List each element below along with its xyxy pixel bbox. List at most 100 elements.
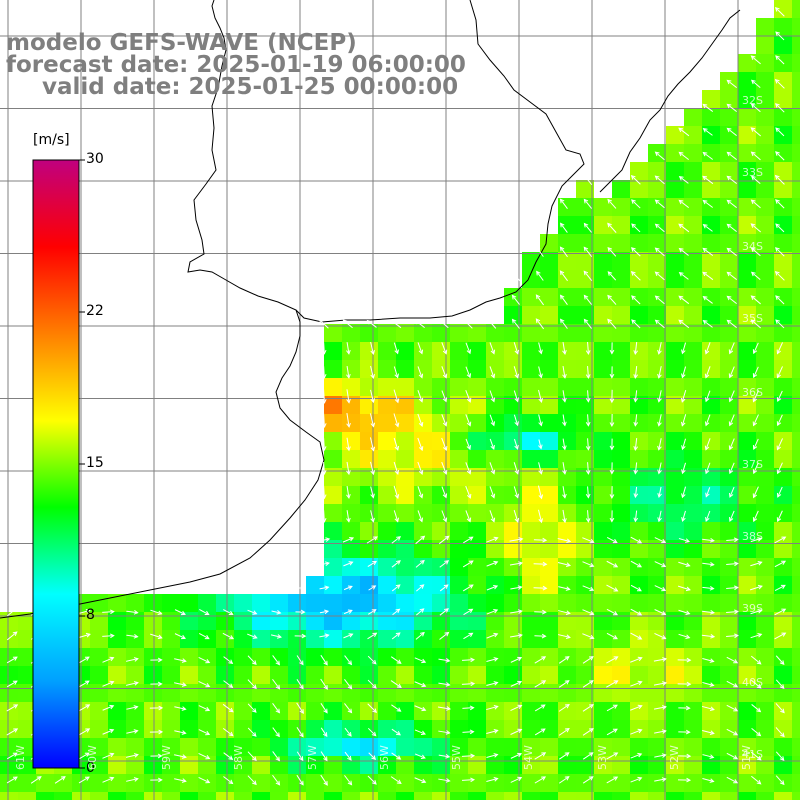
wind-vector <box>318 537 331 542</box>
wind-speed-cell <box>666 648 684 666</box>
wind-vector <box>630 776 643 783</box>
wind-vector <box>174 706 187 711</box>
wind-vector <box>752 366 759 379</box>
wind-vector <box>726 271 737 281</box>
wind-speed-cell <box>666 522 684 540</box>
wind-vector <box>680 414 687 427</box>
wind-speed-cell <box>540 756 558 774</box>
wind-speed-cell <box>648 486 666 504</box>
wind-speed-cell <box>90 684 108 702</box>
wind-vector <box>414 777 427 784</box>
wind-speed-cell <box>702 612 720 630</box>
wind-speed-cell <box>396 486 414 504</box>
wind-vector <box>487 318 497 329</box>
wind-speed-cell <box>648 738 666 756</box>
wind-vector <box>534 752 547 760</box>
wind-speed-cell <box>396 612 414 630</box>
wind-vector <box>343 585 353 591</box>
wind-vector <box>750 633 763 639</box>
wind-speed-cell <box>378 774 396 792</box>
wind-speed-cell <box>774 162 792 180</box>
wind-vector <box>78 656 90 664</box>
wind-speed-cell <box>18 648 36 666</box>
wind-vector <box>678 729 691 735</box>
wind-speed-cell <box>792 522 800 540</box>
wind-vector <box>774 270 785 281</box>
wind-vector <box>391 752 402 760</box>
wind-vector <box>559 222 568 233</box>
wind-speed-cell <box>702 162 720 180</box>
wind-speed-cell <box>756 630 774 648</box>
wind-vector <box>102 609 115 615</box>
wind-vector <box>582 752 594 760</box>
wind-speed-cell <box>792 162 800 180</box>
wind-speed-cell <box>486 360 504 378</box>
wind-speed-cell <box>702 324 720 342</box>
wind-vector <box>393 510 400 523</box>
wind-speed-cell <box>738 540 756 558</box>
wind-speed-cell <box>594 414 612 432</box>
wind-vector <box>513 509 520 523</box>
longitude-label: 52W <box>668 745 681 770</box>
wind-vector <box>342 536 355 543</box>
wind-speed-cell <box>234 666 252 684</box>
wind-speed-cell <box>324 648 342 666</box>
wind-speed-cell <box>630 774 648 792</box>
wind-speed-cell <box>702 306 720 324</box>
wind-speed-cell <box>720 198 738 216</box>
wind-speed-cell <box>324 324 342 342</box>
wind-speed-cell <box>666 576 684 594</box>
wind-speed-cell <box>162 702 180 720</box>
wind-speed-cell <box>774 108 792 126</box>
wind-vector <box>559 198 568 210</box>
wind-speed-cell <box>360 486 378 504</box>
wind-vector <box>486 632 499 639</box>
wind-speed-cell <box>378 702 396 720</box>
wind-speed-cell <box>774 630 792 648</box>
wind-speed-cell <box>378 504 396 522</box>
longitude-label: 57W <box>306 745 319 770</box>
wind-speed-cell <box>702 90 720 108</box>
wind-speed-cell <box>756 234 774 252</box>
longitude-label: 56W <box>378 745 391 770</box>
wind-speed-cell <box>468 666 486 684</box>
wind-speed-cell <box>90 594 108 612</box>
wind-speed-cell <box>126 756 144 774</box>
wind-vector <box>774 247 785 257</box>
wind-speed-cell <box>792 792 800 800</box>
wind-speed-cell <box>684 414 702 432</box>
wind-speed-cell <box>288 756 306 774</box>
wind-vector <box>726 223 737 232</box>
wind-vector <box>461 753 476 759</box>
wind-speed-cell <box>576 234 594 252</box>
wind-vector <box>654 632 667 640</box>
wind-speed-cell <box>396 720 414 738</box>
wind-speed-cell <box>450 558 468 576</box>
wind-speed-cell <box>594 252 612 270</box>
wind-vectors <box>6 7 787 786</box>
wind-speed-cell <box>126 738 144 756</box>
wind-vector <box>585 414 591 427</box>
wind-vector <box>513 462 520 475</box>
wind-vector <box>6 631 18 641</box>
wind-speed-cell <box>342 486 360 504</box>
wind-vector <box>486 729 499 735</box>
wind-vector <box>607 318 617 329</box>
wind-vector <box>585 341 591 356</box>
wind-speed-cell <box>738 504 756 522</box>
wind-speed-cell <box>666 684 684 702</box>
wind-vector <box>607 222 617 233</box>
wind-vector <box>702 778 715 783</box>
wind-vector <box>533 561 548 567</box>
wind-vector <box>776 366 783 379</box>
wind-vector <box>726 295 737 304</box>
wind-vector <box>774 536 787 544</box>
wind-speed-cell <box>324 432 342 450</box>
wind-speed-cell <box>162 720 180 738</box>
wind-speed-cell <box>504 666 522 684</box>
wind-speed-cell <box>108 702 126 720</box>
wind-speed-cell <box>702 522 720 540</box>
wind-vector <box>465 462 472 475</box>
wind-vector <box>370 389 376 404</box>
longitude-label: 61W <box>14 745 27 770</box>
